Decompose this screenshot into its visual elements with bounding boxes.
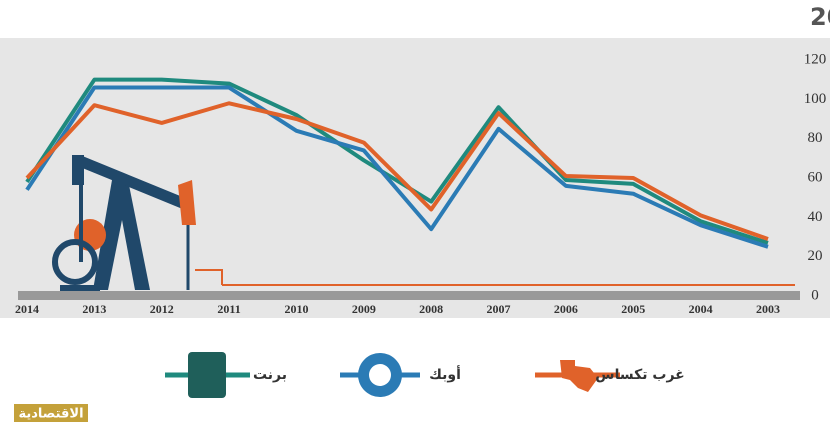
y-tick-label: 20: [808, 248, 823, 264]
legend-label: أوبك: [429, 365, 461, 383]
legend-icons: [165, 352, 620, 398]
x-tick-label: 2005: [621, 302, 645, 316]
y-tick-label: 40: [808, 209, 823, 225]
legend-label: غرب تكساس: [595, 367, 684, 383]
x-tick-label: 2007: [487, 302, 511, 316]
series-line: [25, 85, 769, 249]
x-tick-label: 2012: [150, 302, 174, 316]
series-line: [25, 101, 769, 241]
x-tick-label: 2008: [419, 302, 443, 316]
source-logo: الاقتصادية: [18, 407, 83, 422]
legend-label: برنت: [253, 367, 287, 383]
y-tick-label: 0: [811, 287, 819, 303]
x-tick-label: 2014: [15, 302, 39, 316]
x-tick-label: 2010: [284, 302, 308, 316]
y-tick-label: 100: [804, 91, 827, 107]
x-tick-label: 2011: [217, 302, 240, 316]
x-tick-label: 2009: [352, 302, 376, 316]
y-tick-label: 120: [804, 51, 827, 67]
y-tick-label: 80: [808, 130, 823, 146]
chart-title: التطور السنوي لأسعار خامات النفط منذ عام…: [810, 2, 830, 31]
y-tick-label: 60: [808, 169, 823, 185]
x-tick-label: 2004: [689, 302, 713, 316]
series-line: [25, 77, 769, 245]
axis-base: [18, 291, 800, 300]
logo-background: [14, 404, 88, 422]
x-tick-label: 2006: [554, 302, 578, 316]
x-tick-label: 2003: [756, 302, 780, 316]
x-tick-label: 2013: [82, 302, 106, 316]
pump-jack-icon: [52, 155, 795, 291]
